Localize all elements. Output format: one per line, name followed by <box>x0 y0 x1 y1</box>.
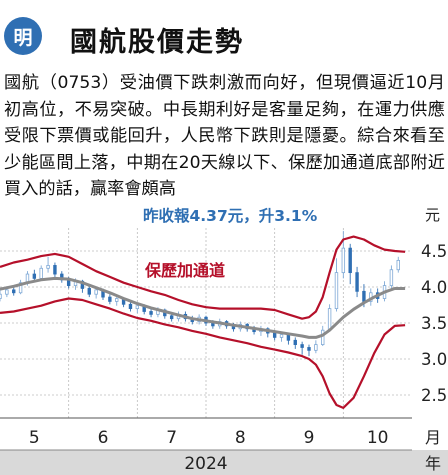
candle-body <box>341 247 346 274</box>
year-label: 2024 <box>184 454 227 474</box>
candle-body <box>272 332 277 338</box>
year-bar <box>0 450 448 475</box>
candle-body <box>355 272 359 292</box>
y-tick-label: 3.0 <box>421 350 447 369</box>
candle-body <box>87 288 91 295</box>
candle-body <box>300 344 304 348</box>
bollinger-label: 保歷加通道 <box>144 261 225 280</box>
x-tick-label: 8 <box>235 428 246 448</box>
candle-body <box>128 303 133 310</box>
candle-body <box>0 293 2 299</box>
y-tick-label: 4.0 <box>421 278 447 297</box>
candle-body <box>5 289 9 295</box>
x-tick-label: 7 <box>166 428 177 448</box>
candle-body <box>314 344 318 351</box>
article-text: 國航（0753）受油價下跌刺激而向好，但現價逼近10月初高位，不易突破。中長期利… <box>4 73 445 199</box>
x-unit-label: 月 <box>425 428 441 447</box>
candle-body <box>396 259 400 271</box>
header: 明 國航股價走勢 <box>0 0 448 66</box>
logo-badge: 明 <box>4 17 42 55</box>
y-tick-label: 2.5 <box>421 386 447 405</box>
candle-body <box>94 289 98 295</box>
candle-body <box>389 269 394 286</box>
candle-body <box>12 289 16 294</box>
candle-body <box>115 298 119 302</box>
candle-body <box>149 311 153 315</box>
candle-body <box>169 315 174 320</box>
candle-body <box>362 290 366 302</box>
candle-body <box>135 305 140 310</box>
price-annotation: 昨收報4.37元，升3.1% <box>143 206 318 225</box>
y-unit-label: 元 <box>425 206 440 224</box>
bollinger-lower-line <box>0 297 406 409</box>
page-title: 國航股價走勢 <box>70 27 244 58</box>
y-tick-label: 4.5 <box>421 242 447 261</box>
bollinger-upper-line <box>0 235 406 320</box>
candle-body <box>279 334 284 338</box>
x-tick-label: 5 <box>29 428 40 448</box>
candle-body <box>293 339 297 345</box>
candle-body <box>39 267 43 279</box>
logo-text: 明 <box>13 26 33 49</box>
candle-body <box>348 247 352 274</box>
candle-body <box>32 273 37 279</box>
candle-body <box>334 272 339 310</box>
x-unit-label: 年 <box>425 454 441 473</box>
line-series <box>0 235 406 409</box>
y-tick-label: 3.5 <box>421 314 447 333</box>
x-tick-label: 6 <box>98 428 109 448</box>
candle-body <box>327 308 332 331</box>
candle-body <box>53 265 57 275</box>
candle-body <box>18 282 23 294</box>
axes: 4.5 4.0 3.5 3.0 2.5 5 6 7 8 9 10 2024 月年 <box>0 242 448 475</box>
x-tick-label: 10 <box>367 428 389 448</box>
candle-body <box>108 296 112 302</box>
candle-body <box>321 329 325 345</box>
moving-average-line <box>0 276 406 339</box>
candle-body <box>46 265 50 269</box>
candle-body <box>307 347 311 351</box>
x-tick-label: 9 <box>304 428 315 448</box>
